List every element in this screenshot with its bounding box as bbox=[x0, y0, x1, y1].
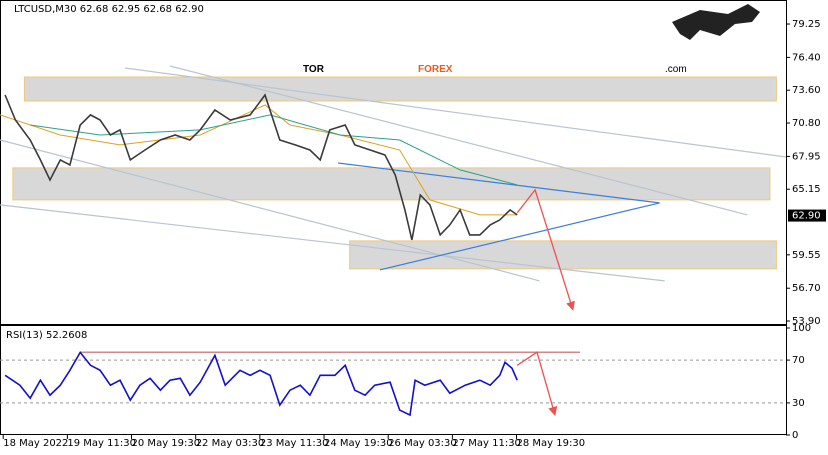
logo-tor: TOR bbox=[303, 64, 325, 75]
support-zone bbox=[349, 240, 777, 270]
x-tick-label: 28 May 19:30 bbox=[517, 438, 586, 449]
price-panel-frame bbox=[0, 0, 787, 325]
trend-line bbox=[0, 139, 540, 282]
y-tick-label: 70.80 bbox=[792, 118, 821, 129]
price-title: LTCUSD,M30 62.68 62.95 62.68 62.90 bbox=[14, 4, 204, 15]
x-tick-label: 18 May 2022 bbox=[3, 438, 68, 449]
last-price-box bbox=[788, 209, 826, 222]
forecast-arrow bbox=[516, 188, 575, 311]
y-tick-label: 30 bbox=[792, 398, 805, 409]
y-tick-label: 65.15 bbox=[792, 184, 821, 195]
y-tick-label: 67.95 bbox=[792, 151, 821, 162]
last-price-label: 62.90 bbox=[792, 211, 821, 222]
logo-com: .com bbox=[665, 64, 687, 75]
y-tick-label: 76.40 bbox=[792, 52, 821, 63]
y-tick-label: 0 bbox=[792, 430, 798, 441]
y-tick-label: 56.70 bbox=[792, 283, 821, 294]
x-tick-label: 24 May 19:30 bbox=[324, 438, 393, 449]
rsi-panel-frame bbox=[0, 325, 787, 435]
series-line bbox=[4, 93, 518, 241]
support-zone bbox=[23, 76, 777, 102]
x-tick-label: 22 May 03:30 bbox=[196, 438, 265, 449]
y-tick-label: 73.60 bbox=[792, 85, 821, 96]
x-tick-label: 20 May 19:30 bbox=[132, 438, 201, 449]
x-tick-label: 23 May 11:30 bbox=[260, 438, 329, 449]
y-tick-label: 70 bbox=[792, 355, 805, 366]
trend-line bbox=[169, 65, 748, 216]
logo: TOR FOREX .com bbox=[303, 4, 760, 75]
x-tick-label: 19 May 11:30 bbox=[67, 438, 136, 449]
moving-average bbox=[0, 104, 518, 216]
x-tick-label: 26 May 03:30 bbox=[388, 438, 457, 449]
support-zone bbox=[12, 167, 771, 201]
y-tick-label: 59.55 bbox=[792, 250, 821, 261]
x-tick-label: 27 May 11:30 bbox=[452, 438, 521, 449]
logo-forex: FOREX bbox=[418, 64, 453, 75]
trend-line bbox=[0, 204, 665, 282]
bull-icon bbox=[672, 4, 760, 40]
rsi-title: RSI(13) 52.2608 bbox=[6, 330, 87, 341]
y-tick-label: 100 bbox=[792, 323, 811, 334]
forecast-arrow bbox=[516, 351, 558, 416]
y-tick-label: 53.90 bbox=[792, 316, 821, 327]
series-line bbox=[4, 350, 518, 417]
y-tick-label: 79.25 bbox=[792, 19, 821, 30]
trend-line bbox=[379, 202, 660, 271]
moving-average bbox=[30, 114, 518, 186]
